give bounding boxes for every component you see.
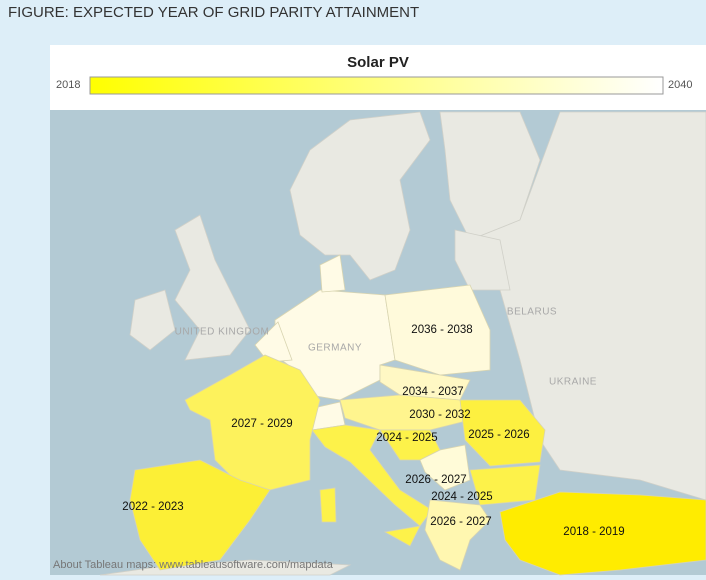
basemap-label: GERMANY	[308, 343, 362, 354]
country	[319, 254, 346, 293]
region-label: 2026 - 2027	[430, 516, 491, 528]
land	[99, 559, 352, 576]
region-label: 2034 - 2037	[402, 386, 463, 398]
land	[289, 111, 431, 281]
region-label: 2026 - 2027	[405, 474, 466, 486]
legend-min: 2018	[56, 79, 80, 91]
land	[174, 214, 251, 361]
region-label: 2024 - 2025	[376, 432, 437, 444]
region	[384, 284, 491, 376]
legend-gradient	[89, 76, 664, 95]
region-label: 2018 - 2019	[563, 526, 624, 538]
region-label: 2036 - 2038	[411, 324, 472, 336]
land	[454, 229, 511, 291]
basemap-label: UKRAINE	[549, 377, 597, 388]
attribution: About Tableau maps: www.tableausoftware.…	[53, 559, 334, 571]
legend-max: 2040	[668, 79, 692, 91]
figure-title: FIGURE: EXPECTED YEAR OF GRID PARITY ATT…	[8, 4, 419, 21]
region-label: 2024 - 2025	[431, 491, 492, 503]
basemap-label: UNITED KINGDOM	[175, 327, 270, 338]
region	[499, 491, 706, 576]
country	[383, 525, 421, 547]
legend-title: Solar PV	[347, 54, 409, 71]
region-label: 2030 - 2032	[409, 409, 470, 421]
region	[424, 499, 491, 571]
region	[419, 444, 471, 491]
region	[184, 354, 321, 491]
region-label: 2027 - 2029	[231, 418, 292, 430]
region	[459, 399, 546, 467]
region	[129, 459, 271, 571]
region-label: 2022 - 2023	[122, 501, 183, 513]
country	[319, 487, 337, 523]
map: UNITED KINGDOM GERMANY BELARUS UKRAINE 2…	[50, 110, 706, 576]
region	[339, 394, 471, 431]
region-label: 2025 - 2026	[468, 429, 529, 441]
land	[129, 289, 176, 351]
basemap-label: BELARUS	[507, 307, 557, 318]
